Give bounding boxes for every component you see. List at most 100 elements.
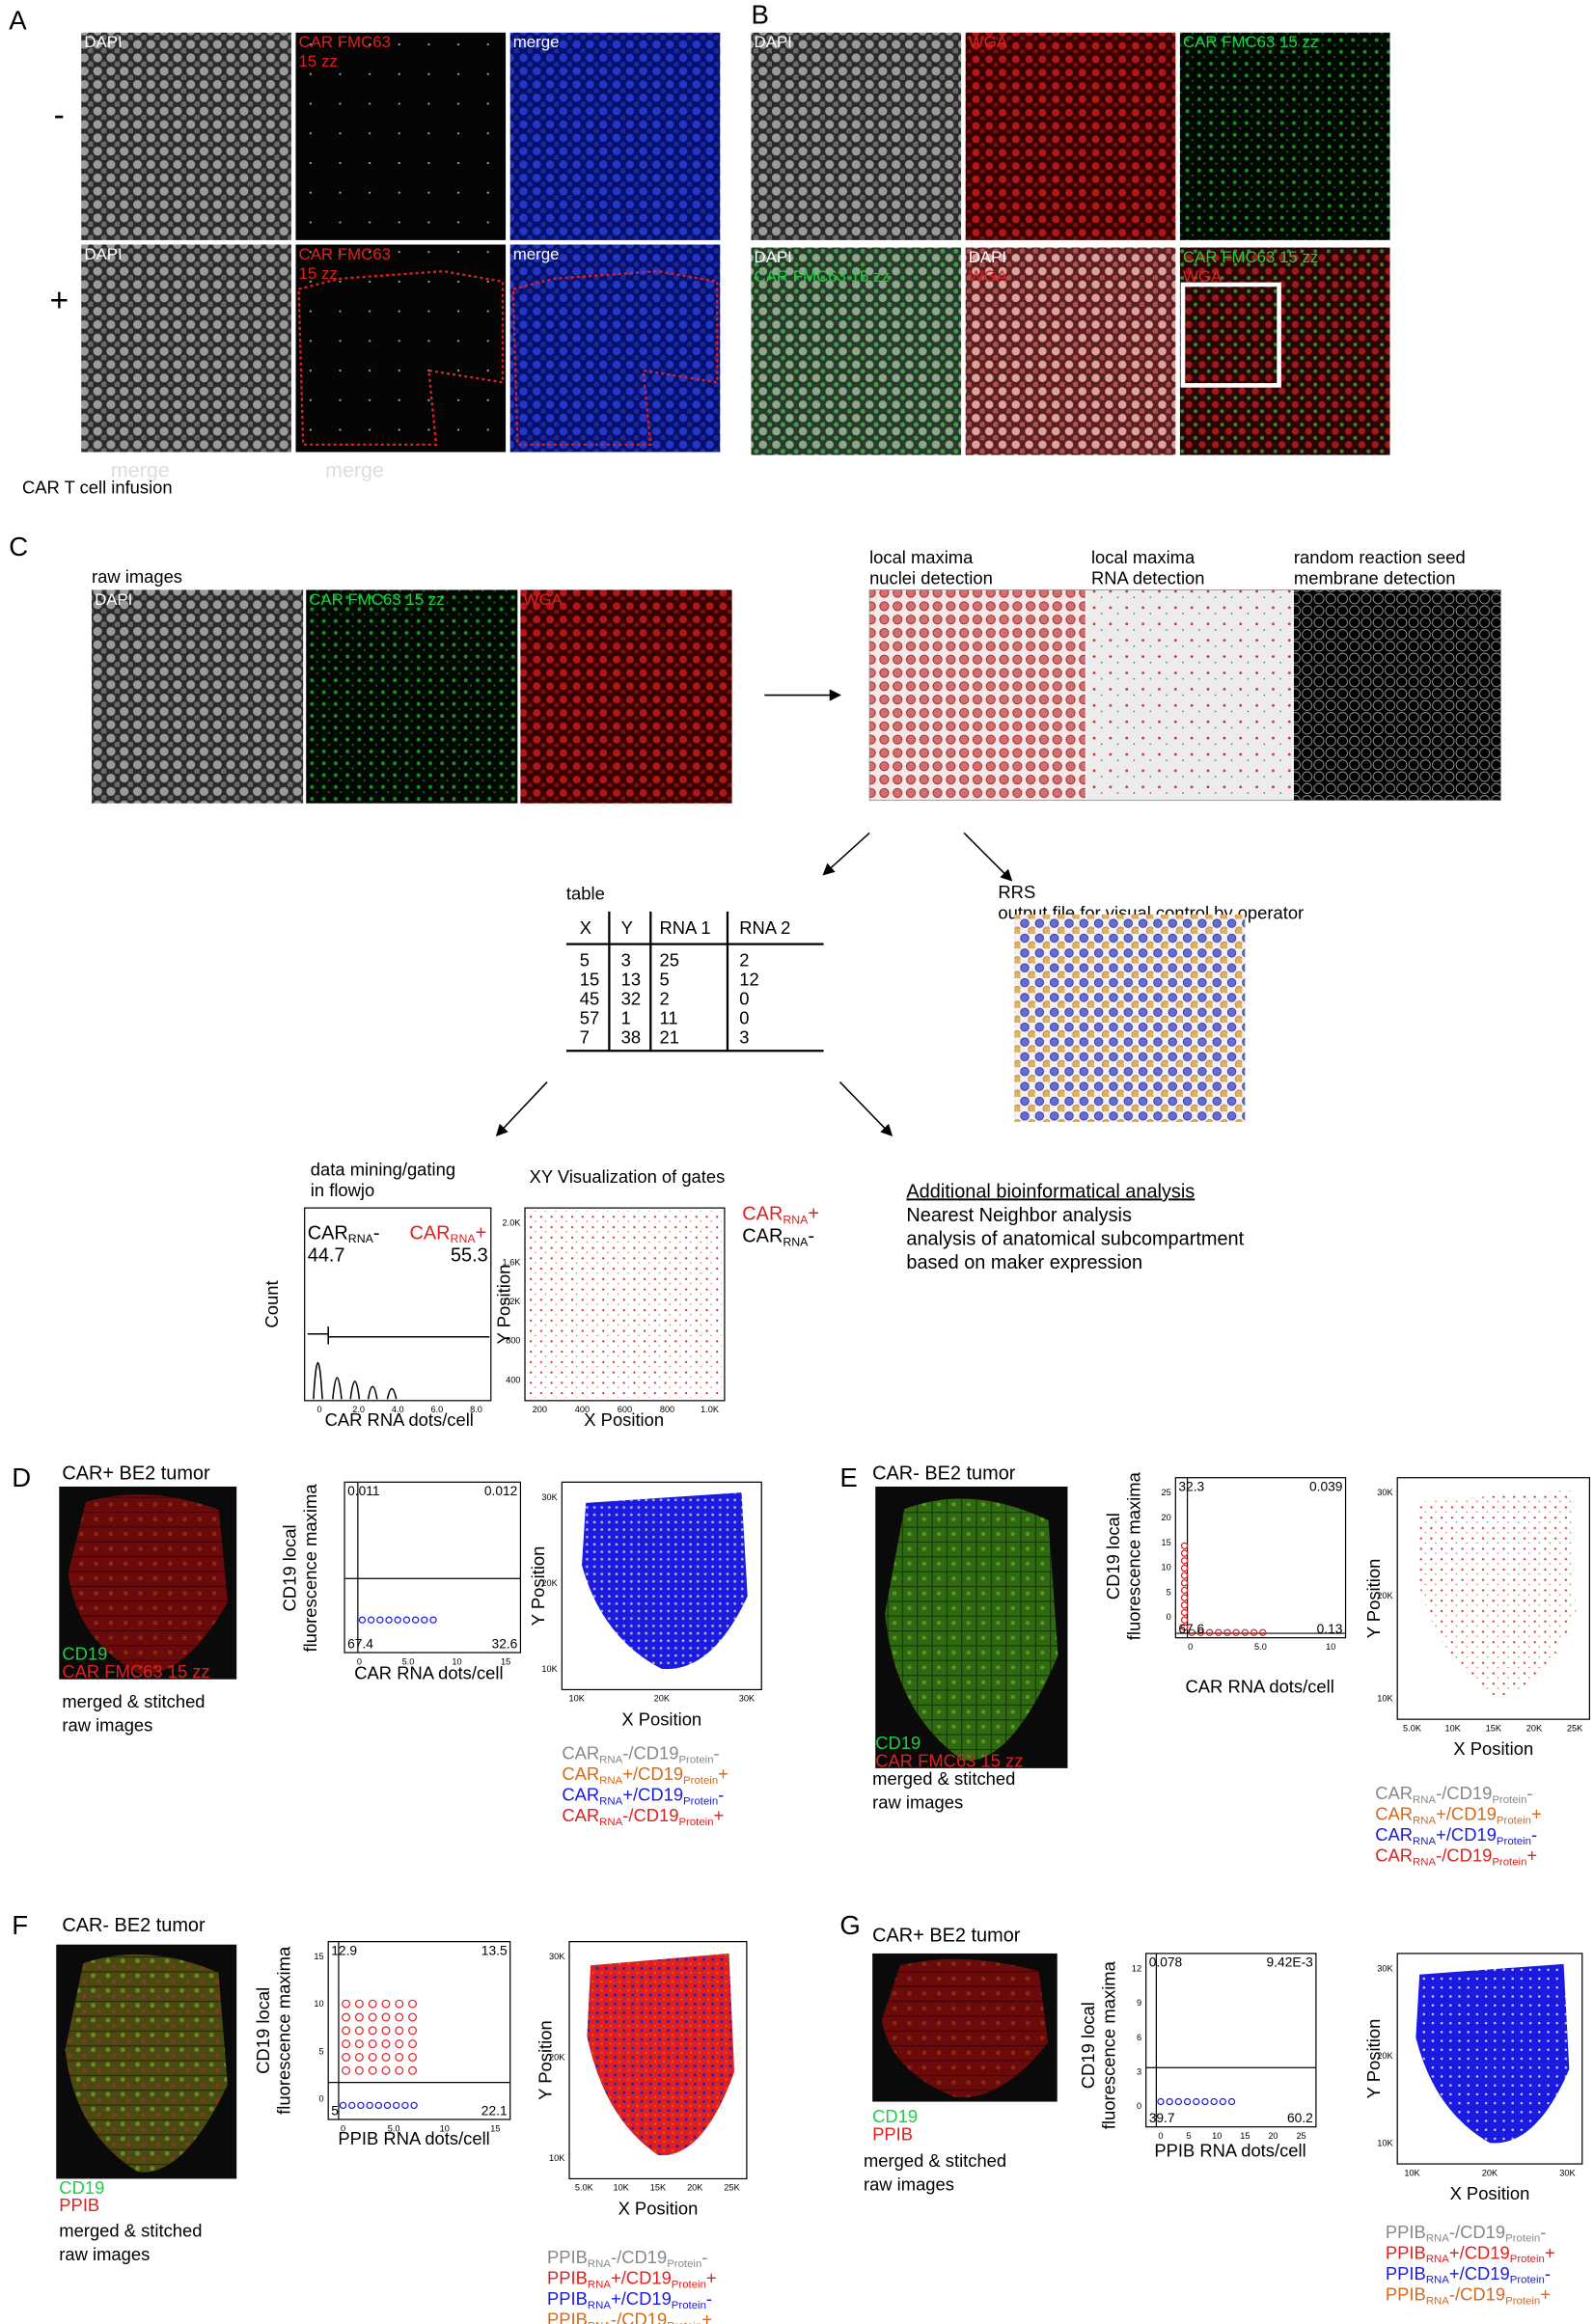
dot-texture [1180,1608,1189,1617]
table-cell: 21 [659,1027,678,1048]
text-part: + [706,2267,717,2287]
micrograph [509,244,721,452]
dot-texture [395,2012,404,2022]
dot-texture [374,2101,382,2110]
text-part: CAR [742,1203,783,1224]
channel-label: DAPI [84,245,122,263]
tumor-section [881,1958,1049,2098]
tissue-scatter [587,1953,735,2156]
quadrant-value: 60.2 [1287,2111,1313,2125]
channel-label: CAR FMC63 [299,245,391,263]
text-part: - [706,2288,712,2309]
x-tick-label: 200 [533,1405,547,1414]
x-tick-label: 30K [739,1694,756,1704]
text-part: CAR [1375,1846,1413,1866]
dot-texture [383,2101,392,2110]
text-part: CAR [562,1785,599,1805]
legend-entry: CARRNA+/CD19Protein+ [1375,1804,1542,1827]
legend-entry: CARRNA-/CD19Protein+ [562,1805,724,1828]
dot-texture [354,2039,364,2049]
section-title: random reaction seed [1294,547,1466,567]
legend-entry: CARRNA-/CD19Protein+ [1375,1846,1537,1869]
micrograph [869,589,1086,801]
text-part: CAR [1375,1824,1413,1845]
legend-entry: CARRNA+ [742,1203,819,1226]
gate-label: CARRNA- [308,1222,380,1245]
channel-label: CAR FMC63 15 zz [62,1661,209,1681]
dot-texture [368,2039,377,2049]
legend-entry: PPIBRNA+/CD19Protein+ [1386,2242,1555,2265]
quadrant-value: 32.6 [492,1636,518,1651]
subscript: Protein [1497,1815,1531,1826]
text-part: +/CD19 [1449,2263,1510,2283]
zoom-box [1180,282,1281,388]
channel-label: CAR FMC63 15 zz [309,590,444,609]
tumor-section [65,1954,228,2173]
axis-label: X Position [618,2198,699,2218]
subscript: RNA [1413,1815,1436,1826]
y-tick-label: 2.0K [503,1218,522,1228]
text-part: PPIB [1386,2222,1426,2242]
dot-texture [410,2101,418,2110]
caption: raw images [59,2244,150,2264]
subscript: RNA [783,1213,809,1226]
table-cell: 38 [621,1027,641,1048]
channel-label: CD19 [59,2177,104,2198]
table-header: Y [621,917,633,938]
caption: raw images [872,1791,963,1812]
channel-label: PPIB [59,2195,99,2215]
table-cell: 7 [580,1027,590,1048]
y-tick-label: 5 [318,2046,323,2056]
table-cell: 25 [659,950,678,971]
x-tick-label: 8.0 [470,1405,482,1414]
panel-label: G [839,1910,860,1940]
x-tick-label: 4.0 [392,1405,404,1414]
legend-entry: PPIBRNA-/CD19Protein+ [547,2310,712,2324]
legend-entry: PPIBRNA-/CD19Protein- [547,2247,707,2270]
dot-texture [1205,1628,1214,1636]
dot-texture [368,1999,377,2009]
text-part: + [714,1805,725,1825]
dot-texture [1157,2097,1165,2106]
micrograph [1179,32,1390,240]
x-tick-label: 5.0K [1403,1723,1422,1733]
x-tick-label: 0 [341,2123,345,2133]
table-cell: 2 [659,989,669,1009]
dot-texture [381,2026,391,2036]
dot-texture [1201,2097,1209,2106]
tissue-scatter [1415,1963,1570,2144]
dot-texture [354,2026,364,2036]
text-part: + [476,1222,487,1244]
table-cell: 15 [580,970,599,990]
text-part: CAR [308,1222,348,1244]
x-tick-label: 5.0 [1254,1642,1267,1652]
caption: merged & stitched [62,1691,205,1711]
panel-title: CAR- BE2 tumor [62,1915,206,1936]
arrow [838,1081,893,1136]
arrow [963,832,1013,882]
micrograph [751,247,962,455]
tissue-scatter [582,1492,748,1670]
x-tick-label: 0 [1158,2131,1163,2141]
dot-texture [366,2101,373,2110]
axis-label: Count [261,1280,282,1327]
micrograph [520,589,732,804]
axis-label: CAR RNA dots/cell [325,1409,474,1430]
text-part: -/CD19 [1449,2222,1505,2242]
section-title: local maxima [1091,547,1196,567]
x-tick-label: 5 [1187,2131,1192,2141]
text-part: - [714,1743,720,1764]
gate-value: 44.7 [308,1244,345,1266]
table-cell: 3 [739,1027,749,1048]
channel-label: CAR FMC63 15 zz [875,1750,1023,1770]
table-cell: 2 [739,950,749,971]
legend-entry: CARRNA+/CD19Protein+ [562,1764,728,1787]
text-part: -/CD19 [611,2247,667,2267]
plot-title: data mining/gating [311,1159,455,1179]
y-tick-label: 5 [1167,1587,1171,1597]
dot-texture [368,2026,377,2036]
subscript: Protein [667,2258,701,2270]
micrograph [295,244,507,452]
subscript: RNA [588,2300,611,2311]
quadrant-value: 0.011 [347,1484,379,1498]
